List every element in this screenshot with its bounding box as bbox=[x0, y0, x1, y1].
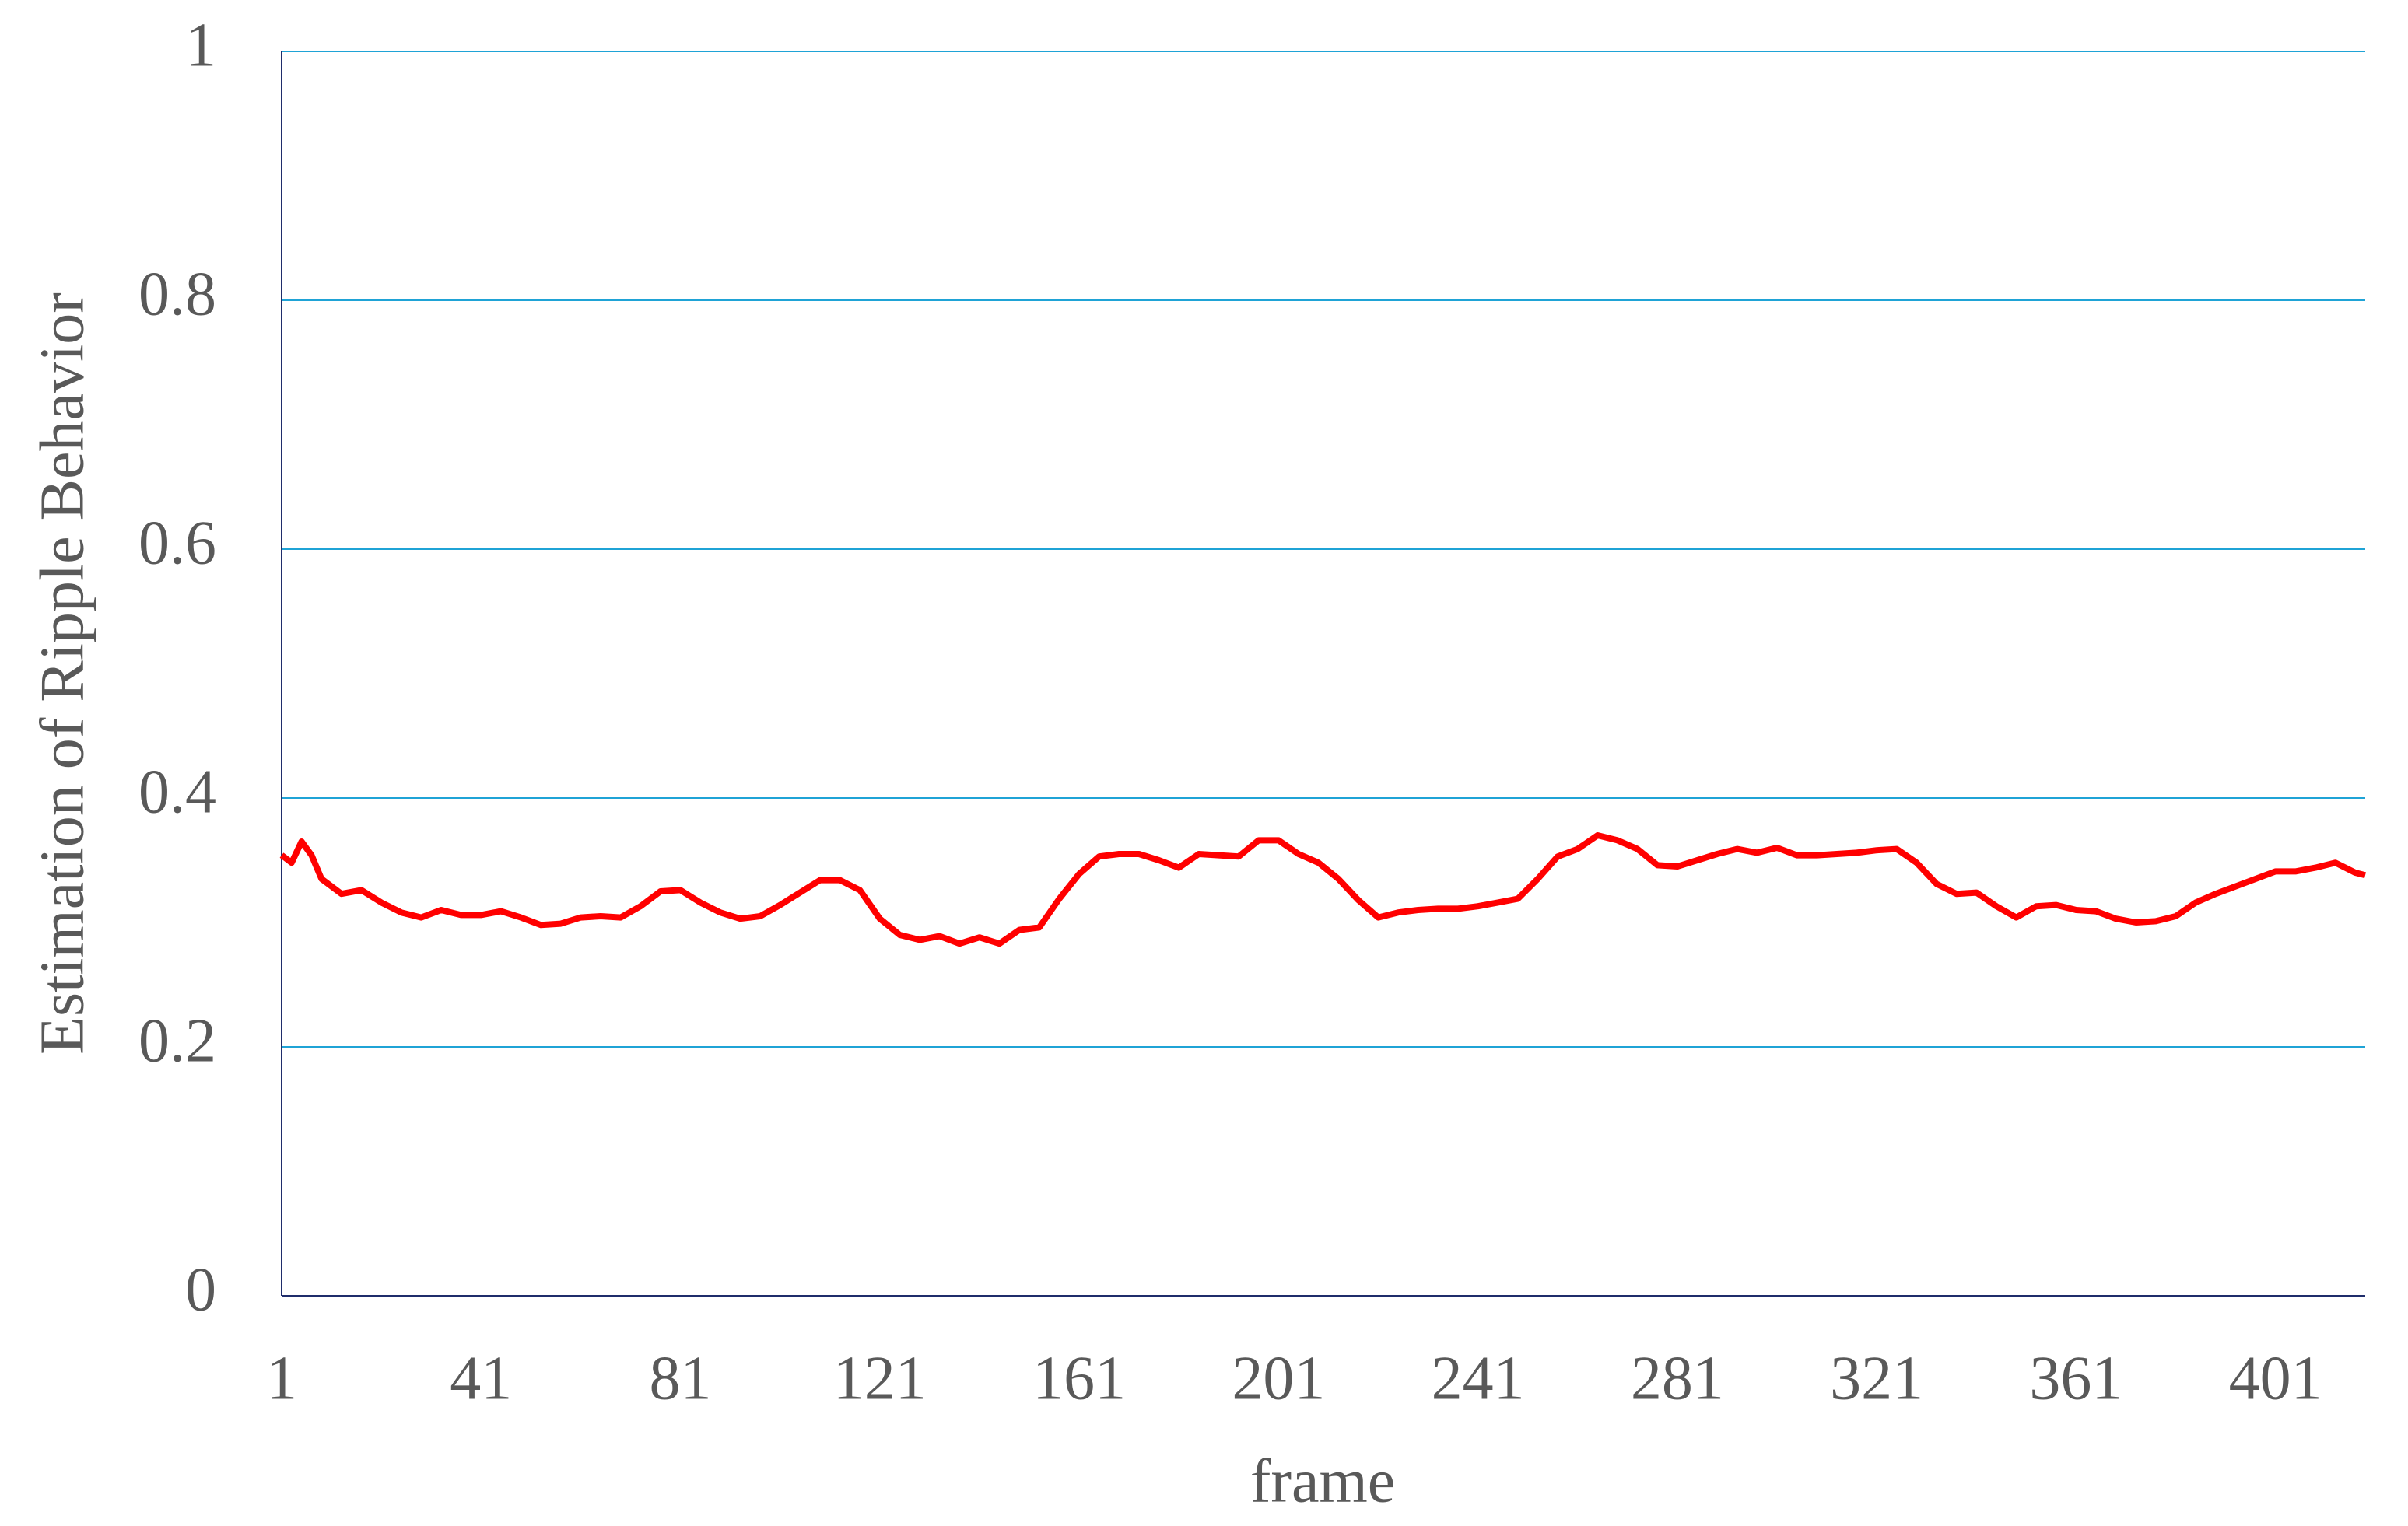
x-tick-label: 161 bbox=[1032, 1344, 1126, 1412]
x-tick-label: 321 bbox=[1830, 1344, 1923, 1412]
x-tick-label: 401 bbox=[2229, 1344, 2322, 1412]
y-axis-label: Estimation of Ripple Behavior bbox=[28, 292, 96, 1055]
y-tick-label: 0.2 bbox=[138, 1006, 216, 1075]
data-line bbox=[279, 832, 2366, 947]
x-tick-label: 81 bbox=[650, 1344, 712, 1412]
x-tick-label: 201 bbox=[1232, 1344, 1325, 1412]
x-tick-label: 281 bbox=[1631, 1344, 1724, 1412]
x-tick-label: 241 bbox=[1432, 1344, 1525, 1412]
y-tick-label: 0 bbox=[185, 1255, 216, 1324]
y-tick-label: 0.4 bbox=[138, 758, 216, 826]
x-tick-label: 41 bbox=[450, 1344, 512, 1412]
x-axis-label: frame bbox=[1250, 1447, 1396, 1515]
y-tick-label: 1 bbox=[185, 11, 216, 79]
x-tick-label: 361 bbox=[2029, 1344, 2122, 1412]
x-tick-label: 1 bbox=[266, 1344, 297, 1412]
y-tick-label: 0.6 bbox=[138, 509, 216, 577]
x-tick-label: 121 bbox=[833, 1344, 927, 1412]
y-tick-label: 0.8 bbox=[138, 260, 216, 328]
